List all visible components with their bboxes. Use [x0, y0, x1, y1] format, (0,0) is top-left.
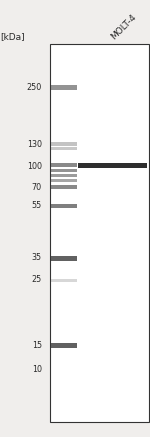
- Bar: [50, 44, 148, 422]
- Text: 35: 35: [32, 253, 42, 262]
- Text: 25: 25: [32, 275, 42, 284]
- Text: 100: 100: [27, 162, 42, 170]
- Bar: [51, 163, 76, 167]
- Bar: [51, 179, 76, 183]
- Bar: [51, 343, 76, 348]
- Text: 70: 70: [32, 183, 42, 191]
- Bar: [51, 147, 76, 150]
- Bar: [51, 204, 76, 208]
- Bar: [78, 163, 147, 168]
- Bar: [51, 185, 76, 189]
- Bar: [51, 256, 76, 261]
- Text: 250: 250: [27, 83, 42, 92]
- Text: MOLT-4: MOLT-4: [110, 13, 138, 42]
- Bar: [51, 169, 76, 172]
- Text: 15: 15: [32, 341, 42, 350]
- Text: 10: 10: [32, 365, 42, 374]
- Bar: [51, 174, 76, 177]
- Text: 130: 130: [27, 140, 42, 149]
- Bar: [51, 85, 76, 90]
- Text: 55: 55: [32, 201, 42, 210]
- Bar: [51, 279, 76, 282]
- Bar: [51, 142, 76, 146]
- Text: [kDa]: [kDa]: [0, 32, 25, 42]
